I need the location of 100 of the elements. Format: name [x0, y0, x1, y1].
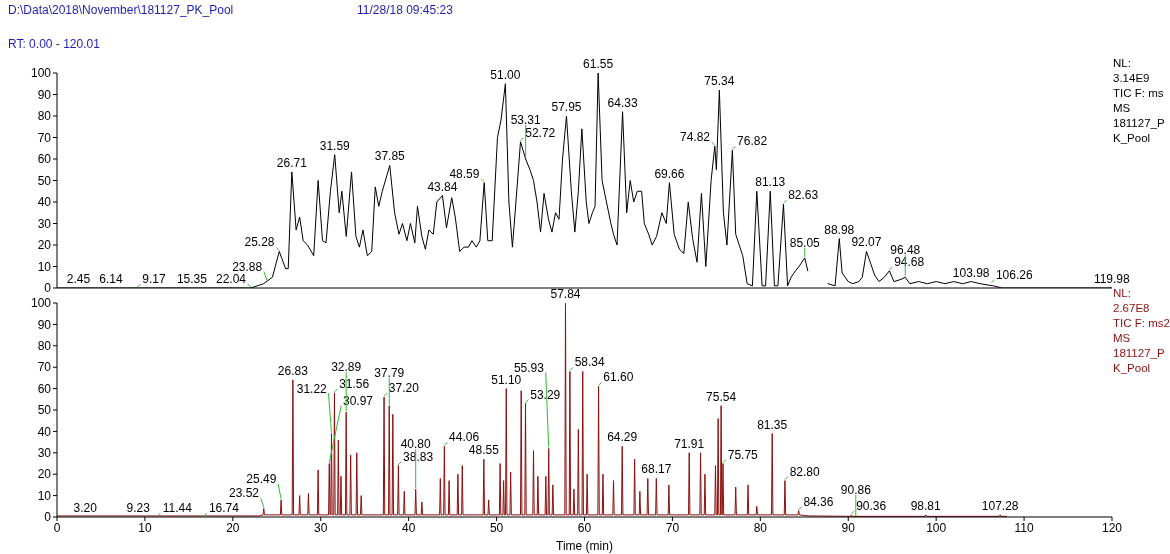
x-tick-label: 110 [1014, 520, 1034, 535]
annotation: 107.28 [981, 498, 1019, 513]
annotation: 57.84 [550, 287, 581, 301]
y-tick-label: 70 [37, 360, 52, 375]
y-tick-label: 40 [37, 424, 52, 439]
annotation: 68.17 [641, 462, 672, 477]
annotation: 11.44 [162, 501, 193, 515]
x-axis-title: Time (min) [555, 539, 614, 553]
annotation: 84.36 [803, 494, 834, 509]
annotation: 22.04 [216, 272, 247, 286]
y-tick-label: 100 [30, 66, 52, 81]
annotation: 2.45 [66, 272, 91, 286]
annotation: 3.20 [73, 501, 98, 515]
annotation: 6.14 [99, 272, 123, 286]
annotation: 9.23 [126, 501, 151, 515]
annotation: 9.17 [142, 272, 167, 286]
annotation: 74.82 [680, 130, 711, 145]
annotation: 64.33 [607, 95, 638, 110]
annotation: 75.54 [706, 389, 737, 404]
annotation: 53.31 [510, 113, 542, 127]
annotation: 69.66 [654, 166, 685, 181]
x-tick-label: 20 [226, 520, 240, 535]
x-tick-label: 40 [401, 520, 416, 535]
annotation: 16.74 [208, 501, 240, 515]
annotation: 81.13 [755, 175, 786, 190]
y-tick-label: 80 [37, 339, 52, 354]
annotation: 90.86 [840, 483, 872, 497]
annotation: 30.97 [343, 393, 374, 408]
annotation: 55.93 [513, 360, 545, 375]
annotation: 75.34 [704, 74, 735, 89]
y-tick-label: 70 [37, 130, 52, 145]
y-tick-label: 90 [37, 317, 52, 332]
annotation: 64.29 [607, 430, 638, 445]
annotation: 98.81 [910, 498, 942, 513]
annotation: 119.98 [1093, 272, 1131, 286]
annotation: 103.98 [952, 265, 990, 280]
y-tick-label: 50 [37, 403, 52, 418]
annotation: 82.63 [788, 188, 819, 203]
y-tick-label: 30 [37, 446, 52, 461]
y-tick-label: 20 [37, 467, 52, 482]
annotation: 32.89 [331, 360, 362, 375]
annotation: 58.34 [574, 355, 605, 370]
annotation: 75.75 [727, 447, 759, 462]
y-tick-label: 20 [37, 238, 52, 253]
annotation: 48.59 [449, 166, 480, 181]
annotation: 61.55 [583, 57, 614, 71]
annotation: 82.80 [789, 464, 821, 479]
y-tick-label: 60 [37, 152, 52, 167]
annotation: 76.82 [737, 134, 768, 149]
annotation: 31.59 [319, 138, 351, 153]
y-tick-label: 0 [44, 281, 52, 296]
annotation: 57.95 [551, 100, 582, 114]
x-tick-label: 10 [138, 520, 152, 535]
x-tick-label: 120 [1101, 520, 1123, 535]
y-tick-label: 30 [37, 216, 52, 231]
y-tick-label: 40 [37, 195, 52, 210]
y-tick-label: 90 [37, 87, 52, 102]
annotation: 31.56 [339, 376, 370, 391]
annotation: 52.72 [525, 125, 556, 140]
y-tick-label: 10 [37, 259, 52, 274]
annotation: 25.28 [244, 235, 275, 250]
annotation: 85.05 [789, 235, 821, 250]
annotation: 26.83 [277, 364, 309, 379]
annotation: 23.52 [229, 486, 260, 501]
chart-title: D:\Data\2018\November\181127_PK_Pool [8, 3, 234, 17]
y-tick-label: 0 [44, 510, 52, 525]
annotation: 71.91 [674, 436, 705, 451]
annotation: 43.84 [427, 179, 458, 194]
text: NL: 3.14E9 TIC F: ms MS 181127_PK_Pool [1113, 56, 1166, 146]
annotation: 106.26 [995, 267, 1033, 282]
annotation: 26.71 [276, 155, 308, 170]
x-tick-label: 70 [665, 520, 680, 535]
y-tick-label: 80 [37, 109, 52, 124]
annotation: 23.88 [232, 259, 263, 274]
annotation: 15.35 [176, 272, 208, 286]
annotation: 25.49 [246, 471, 277, 486]
x-tick-label: 90 [841, 520, 856, 535]
y-tick-label: 60 [37, 381, 52, 396]
x-tick-label: 50 [489, 520, 504, 535]
annotation: 44.06 [449, 430, 480, 445]
x-tick-label: 100 [926, 520, 947, 535]
annotation: 31.22 [296, 381, 328, 396]
annotation: 88.98 [824, 222, 855, 237]
annotation: 51.00 [490, 67, 521, 82]
y-tick-label: 10 [37, 488, 52, 503]
annotation: 61.60 [603, 370, 634, 385]
annotation: 81.35 [757, 417, 788, 432]
y-tick-label: 100 [30, 296, 52, 311]
annotation: 40.80 [400, 437, 432, 452]
annotation: 37.79 [374, 365, 405, 380]
x-tick-label: 30 [314, 520, 328, 535]
annotation: 51.10 [491, 372, 522, 387]
annotation: 48.55 [468, 443, 500, 458]
annotation: 96.48 [890, 243, 921, 258]
chart-subtitle: 11/28/18 09:45:23 [357, 3, 453, 17]
x-tick-label: 60 [577, 520, 592, 535]
annotation: 37.85 [374, 149, 406, 164]
annotation: 90.36 [856, 498, 887, 513]
text: NL: 2.67E8 TIC F: ms2 MS 181127_PK_Pool [1113, 286, 1170, 376]
annotation: 92.07 [851, 235, 882, 250]
